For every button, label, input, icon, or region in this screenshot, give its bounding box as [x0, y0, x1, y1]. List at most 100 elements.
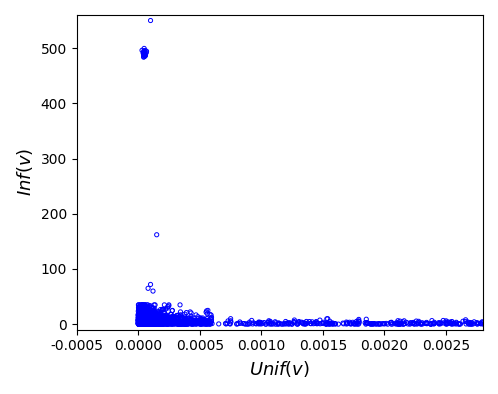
Point — [136, 316, 144, 322]
Point — [136, 320, 144, 326]
Point — [137, 302, 145, 308]
Point — [145, 312, 153, 319]
Point — [186, 319, 194, 325]
Point — [144, 310, 152, 316]
Point — [148, 313, 156, 319]
Point — [139, 316, 147, 322]
Point — [139, 319, 147, 325]
Point — [448, 318, 456, 325]
Point — [135, 320, 143, 326]
Point — [161, 320, 169, 327]
Point — [409, 319, 417, 325]
Point — [150, 320, 158, 326]
Point — [144, 321, 152, 327]
Point — [143, 318, 151, 324]
Point — [282, 318, 290, 325]
Point — [155, 316, 163, 323]
Point — [162, 320, 170, 326]
Point — [453, 320, 461, 326]
Point — [428, 318, 436, 324]
Point — [192, 321, 200, 327]
Point — [139, 316, 147, 323]
Point — [361, 320, 369, 326]
Point — [138, 317, 146, 323]
Point — [150, 321, 158, 327]
Point — [137, 318, 145, 324]
Point — [137, 314, 145, 321]
Point — [165, 316, 173, 322]
Point — [141, 319, 149, 325]
Point — [138, 320, 146, 327]
Point — [140, 313, 148, 319]
Point — [140, 316, 148, 322]
Point — [139, 320, 147, 326]
Point — [135, 315, 143, 322]
Point — [156, 320, 164, 326]
Point — [277, 321, 285, 327]
Point — [157, 320, 165, 326]
Point — [152, 321, 160, 327]
Point — [135, 319, 143, 325]
Point — [176, 302, 184, 308]
Point — [139, 321, 147, 327]
Point — [149, 288, 157, 294]
Point — [139, 320, 147, 326]
Point — [135, 319, 143, 325]
Point — [148, 319, 156, 325]
Point — [144, 309, 152, 315]
Point — [443, 321, 451, 327]
Point — [144, 320, 152, 326]
Point — [171, 314, 179, 320]
Point — [255, 321, 263, 327]
Point — [161, 318, 169, 324]
Point — [141, 318, 149, 324]
Point — [182, 316, 190, 323]
Point — [430, 321, 438, 327]
Point — [136, 318, 144, 324]
Point — [166, 317, 174, 323]
Point — [154, 315, 162, 322]
Point — [153, 310, 161, 316]
Point — [140, 318, 148, 325]
Point — [147, 313, 155, 320]
Point — [167, 314, 175, 320]
Point — [141, 318, 149, 325]
Point — [149, 318, 157, 324]
Point — [151, 320, 159, 327]
Point — [150, 316, 158, 323]
Point — [148, 308, 156, 314]
Point — [240, 320, 248, 327]
Point — [142, 320, 150, 326]
Point — [137, 313, 145, 320]
Point — [150, 321, 158, 327]
Point — [137, 320, 145, 327]
Point — [134, 319, 142, 325]
Point — [146, 321, 154, 327]
Point — [150, 302, 158, 308]
Point — [170, 321, 178, 327]
Point — [183, 317, 191, 323]
Point — [151, 320, 159, 327]
Point — [136, 321, 144, 327]
Point — [163, 305, 171, 311]
Point — [139, 321, 147, 327]
Point — [138, 321, 146, 327]
Point — [135, 316, 143, 322]
Point — [392, 320, 400, 326]
Point — [135, 315, 143, 322]
Point — [141, 316, 149, 322]
Point — [168, 307, 176, 314]
Point — [136, 312, 144, 319]
Point — [141, 318, 149, 325]
Point — [137, 321, 145, 327]
Point — [143, 320, 151, 326]
Point — [153, 318, 161, 325]
Point — [184, 315, 192, 321]
Point — [136, 321, 144, 327]
Point — [145, 311, 153, 318]
Point — [190, 320, 198, 326]
Point — [139, 318, 147, 324]
Point — [306, 320, 314, 327]
Point — [136, 318, 144, 324]
Point — [143, 306, 151, 312]
